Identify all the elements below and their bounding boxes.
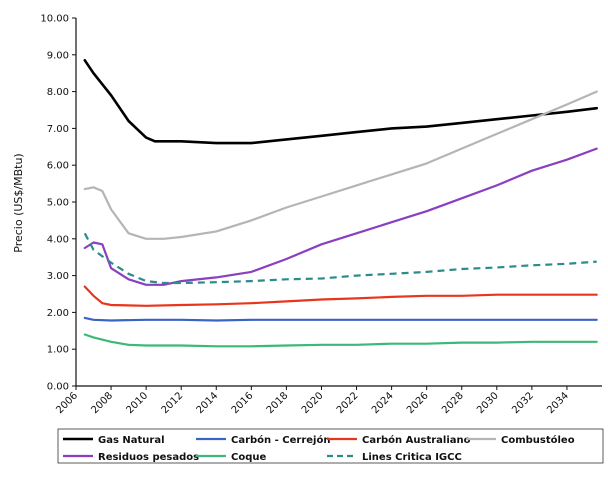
legend-label: Lines Critica IGCC <box>362 452 462 463</box>
series-line-6 <box>83 333 598 348</box>
legend-label: Gas Natural <box>98 435 165 446</box>
legend-box <box>57 428 604 464</box>
legend-label: Coque <box>231 452 266 463</box>
y-tick-label: 1.00 <box>47 345 69 356</box>
legend: Gas Natural Carbón - Cerrejón Carbón Austr… <box>57 428 604 464</box>
y-tick-label: 9.00 <box>47 50 69 61</box>
legend-label: Combustóleo <box>501 434 575 446</box>
legend-label: Carbón Australiano <box>362 434 471 446</box>
y-tick-label: 0.00 <box>47 382 69 393</box>
x-tick-label: 2014 <box>195 390 221 416</box>
legend-label: Carbón - Cerrejón <box>231 434 330 446</box>
x-tick-label: 2020 <box>300 390 326 416</box>
x-tick-label: 2028 <box>440 390 466 416</box>
x-tick-label: 2012 <box>160 390 186 416</box>
x-tick-label: 2034 <box>545 390 571 416</box>
y-tick-label: 8.00 <box>47 87 69 98</box>
x-tick-label: 2024 <box>370 390 396 416</box>
y-tick-label: 10.00 <box>40 14 69 25</box>
series-layer <box>83 58 599 348</box>
series-line-3 <box>83 285 598 307</box>
series-line-1 <box>83 58 599 145</box>
x-tick-label: 2010 <box>124 390 150 416</box>
y-tick-label: 3.00 <box>47 271 69 282</box>
x-tick-label: 2030 <box>475 390 501 416</box>
x-tick-label: 2018 <box>265 390 291 416</box>
x-tick-label: 2016 <box>230 390 256 416</box>
x-tick-label: 2032 <box>510 390 536 416</box>
axis-lines <box>75 18 602 387</box>
series-line-7 <box>83 232 597 285</box>
y-tick-label: 4.00 <box>47 234 69 245</box>
y-tick-label: 7.00 <box>47 124 69 135</box>
series-line-4 <box>83 90 598 240</box>
legend-label: Residuos pesados <box>98 452 199 463</box>
y-tick-label: 5.00 <box>47 198 69 209</box>
x-axis: 2006 2008 2010 2012 2014 2016 2018 2020 2022 2024… <box>54 386 571 416</box>
series-line-2 <box>83 316 598 322</box>
series-line-5 <box>83 147 598 286</box>
y-tick-label: 2.00 <box>47 308 69 319</box>
x-tick-label: 2008 <box>89 390 115 416</box>
x-tick-label: 2006 <box>54 390 80 416</box>
x-tick-label: 2026 <box>405 390 431 416</box>
y-tick-label: 6.00 <box>47 161 69 172</box>
y-axis-label: Precio (US$/MBtu) <box>12 153 25 252</box>
y-axis: 0.00 1.00 2.00 3.00 4.00 5.00 6.00 7.00 8.00 9.00… <box>40 14 76 393</box>
x-tick-label: 2022 <box>335 390 361 416</box>
